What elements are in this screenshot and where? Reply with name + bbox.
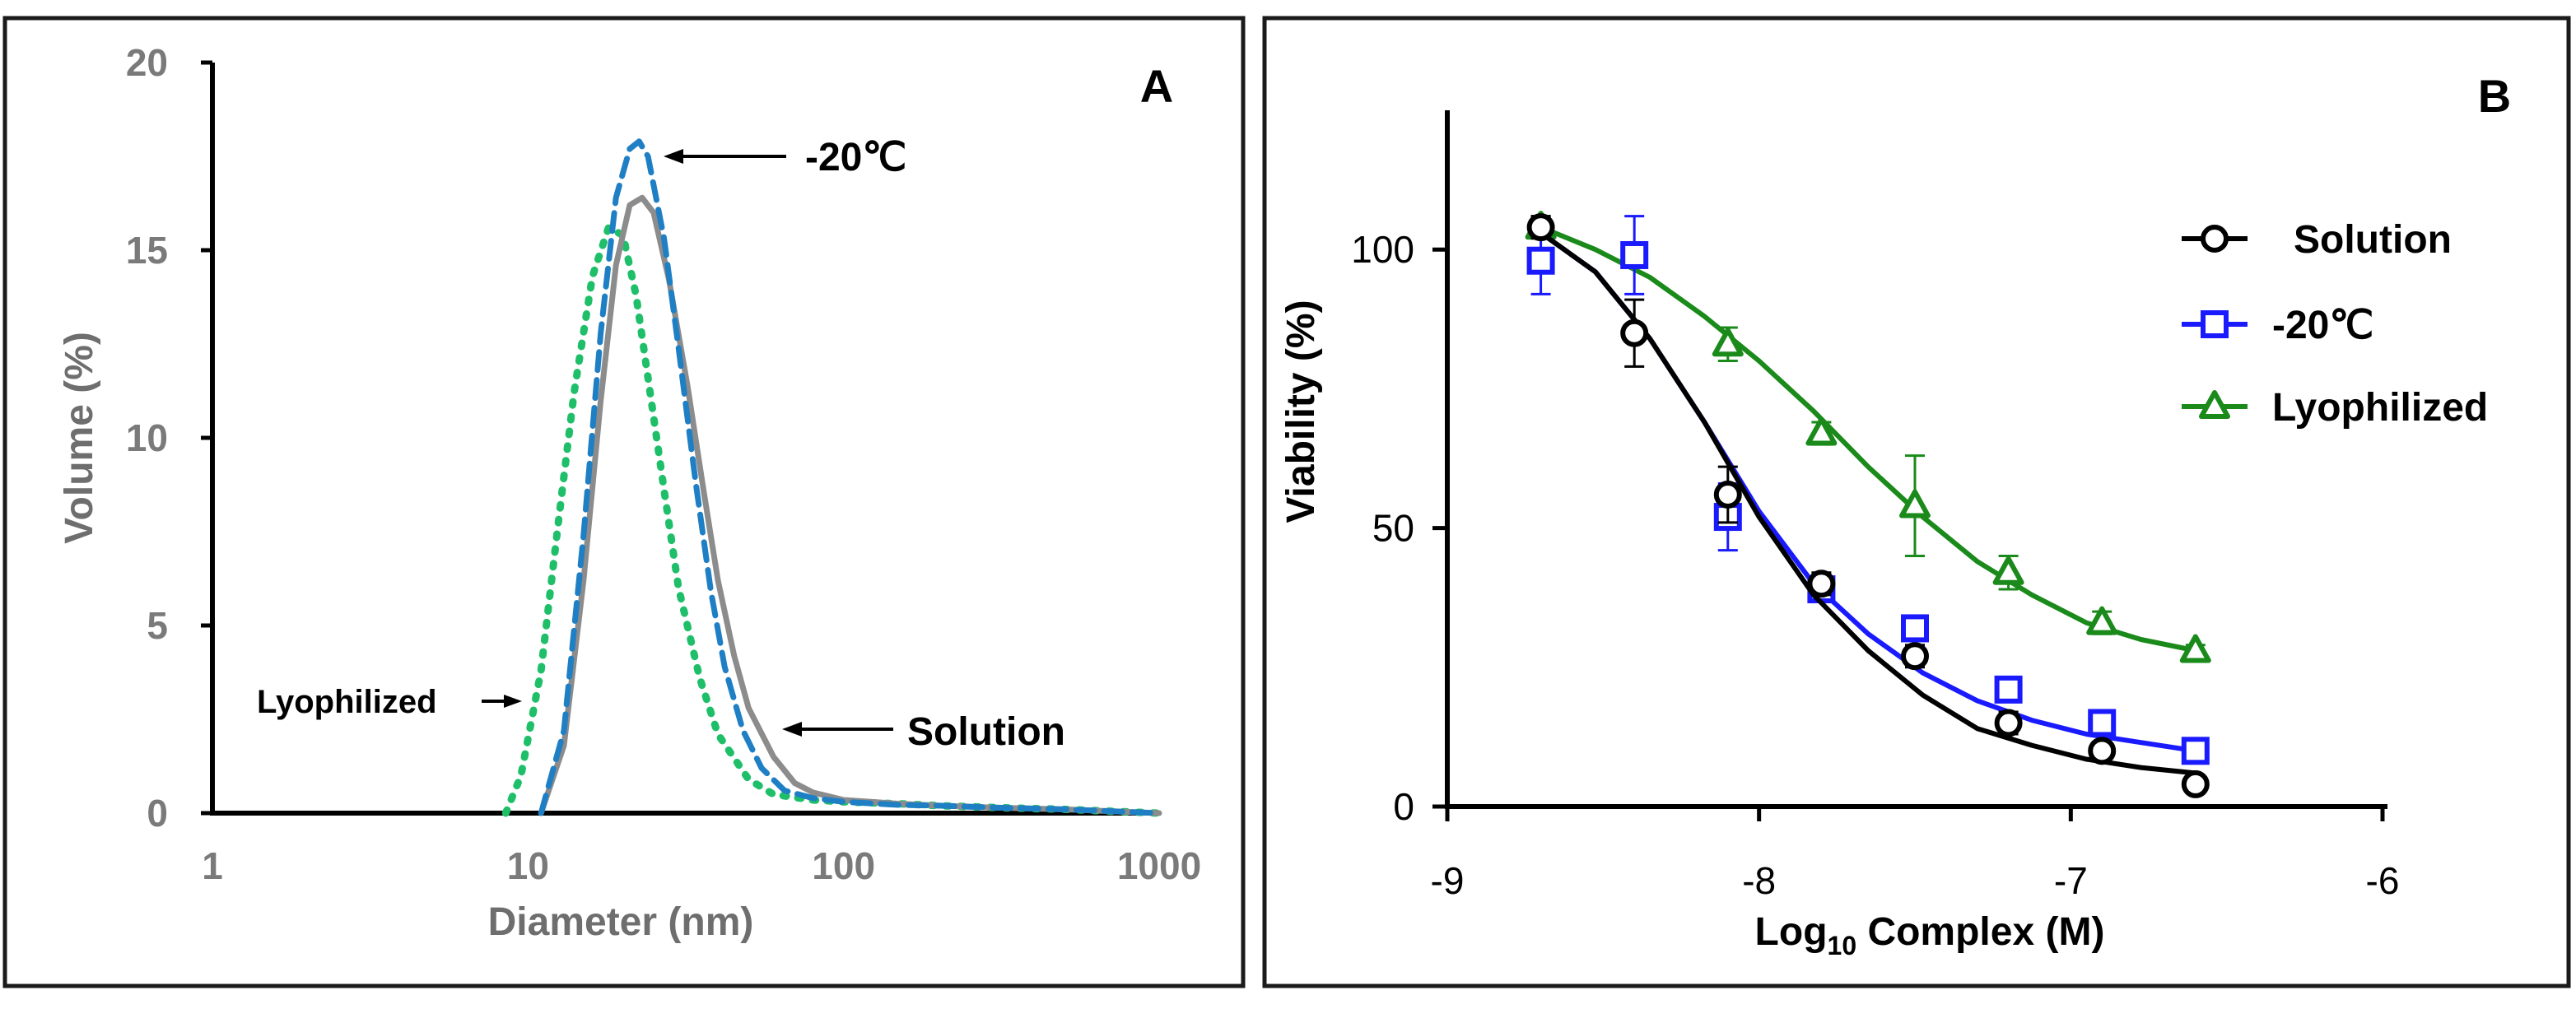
panel-b-y-tick-label: 0 (1393, 785, 1414, 828)
panel-b-series-20 (1526, 215, 2210, 765)
legend-item-20: -20℃ (2182, 304, 2373, 347)
data-point-solution (1526, 213, 1555, 242)
annotation-minus20-label: -20℃ (805, 136, 906, 179)
panel-b-y-title: Viability (%) (1279, 300, 1323, 523)
panel-b-fit-curve-20 (1539, 230, 2196, 754)
panel-a-x-tick-label: 1000 (1117, 844, 1201, 887)
annotation-solution: Solution (782, 710, 1065, 754)
panel-b-x-tick-label: -6 (2366, 859, 2400, 902)
annotation-minus20-arrowhead (664, 149, 683, 164)
panel-b-series-lyophilized (1525, 211, 2211, 663)
legend-label-solution: Solution (2294, 218, 2452, 262)
panel-a-series--20-c-line (538, 138, 1162, 816)
panel-b-x-tick-label: -8 (1742, 859, 1776, 902)
panel-b-fit-curve-lyophilized (1540, 225, 2196, 653)
panel-a-y-tick-label: 20 (126, 41, 168, 84)
data-point-20 (1620, 240, 1649, 269)
panel-a-series (501, 138, 1163, 817)
panel-a-y-tick-label: 0 (147, 792, 168, 835)
panel-b-y-tick-label: 50 (1372, 507, 1414, 550)
annotation-lyophilized: Lyophilized (257, 684, 522, 720)
data-point-lyophilized (1712, 328, 1744, 357)
panel-a-y-title: Volume (%) (58, 332, 101, 544)
data-point-solution (2181, 770, 2210, 798)
panel-a-x-tick-label: 100 (812, 844, 875, 887)
panel-b-series (1525, 211, 2211, 798)
panel-b-legend: Solution -20℃ Lyophilized (2182, 218, 2488, 430)
data-point-20 (2088, 709, 2117, 737)
panel-b-y-tick-label: 100 (1351, 228, 1414, 271)
panel-a-x-title: Diameter (nm) (488, 900, 754, 944)
panel-b-y-ticks: 0 50 100 (1351, 228, 1447, 828)
panel-a-y-tick-label: 10 (126, 416, 168, 459)
data-point-solution (1807, 570, 1836, 598)
panel-b-x-title-tail: Complex (M) (1856, 910, 2104, 954)
annotation-solution-label: Solution (907, 710, 1065, 754)
panel-a-x-tick-label: 10 (507, 844, 549, 887)
panel-b-x-tick-label: -7 (2054, 859, 2088, 902)
panel-a-y-tick-label: 15 (126, 229, 168, 272)
data-point-lyophilized (1992, 556, 2024, 585)
annotation-solution-arrowhead (782, 722, 802, 737)
data-point-solution (1713, 480, 1742, 509)
panel-b-x-title: Log10 Complex (M) (1755, 910, 2105, 960)
data-point-solution (2088, 737, 2117, 765)
panel-a-frame (2, 16, 1246, 988)
data-point-solution (1994, 709, 2023, 737)
panel-b-x-title-sub: 10 (1828, 931, 1857, 960)
legend-marker-solution (2201, 225, 2229, 253)
data-point-20 (2181, 737, 2210, 765)
data-point-lyophilized (1805, 416, 1838, 446)
panel-b-frame (1262, 16, 2571, 988)
legend-label-20: -20℃ (2272, 304, 2373, 347)
data-point-solution (1901, 642, 1929, 671)
panel-a-y-tick-label: 5 (147, 604, 168, 647)
panel-b-series-solution (1526, 213, 2210, 798)
panel-b: 0 50 100 -9 -8 -7 -6 Log10 Complex (M) Viabil… (1279, 70, 2511, 960)
panel-b-label: B (2478, 70, 2511, 122)
data-point-lyophilized (2179, 634, 2211, 663)
data-point-solution (1620, 319, 1649, 347)
panel-b-x-title-main: Log (1755, 910, 1828, 954)
annotation-lyophilized-arrowhead (504, 695, 522, 708)
panel-b-fit-curve-solution (1539, 230, 2196, 776)
panel-a-label: A (1140, 60, 1173, 112)
annotation-lyophilized-label: Lyophilized (257, 684, 437, 720)
panel-a-y-ticks: 0 5 10 15 20 (126, 41, 212, 835)
data-point-lyophilized (2086, 606, 2118, 635)
legend-item-lyophilized: Lyophilized (2182, 386, 2488, 430)
panel-a-x-ticks: 1 10 100 1000 (202, 844, 1201, 887)
panel-a: 0 5 10 15 20 1 10 100 1000 Diameter (nm) Volume… (58, 41, 1201, 944)
legend-item-solution: Solution (2182, 218, 2452, 262)
panel-a-x-tick-label: 1 (202, 844, 223, 887)
legend-marker-20 (2201, 310, 2229, 338)
data-point-lyophilized (1899, 489, 1931, 518)
data-point-20 (1526, 246, 1555, 275)
panel-b-x-tick-label: -9 (1431, 859, 1465, 902)
panel-b-x-ticks: -9 -8 -7 -6 (1431, 807, 2400, 902)
data-point-20 (1901, 614, 1929, 643)
legend-label-lyophilized: Lyophilized (2272, 386, 2488, 430)
data-point-20 (1994, 675, 2023, 704)
panel-a-series-lyophilized-line (501, 224, 1163, 817)
legend-marker-lyophilized (2199, 390, 2230, 419)
annotation-minus20: -20℃ (664, 136, 906, 179)
